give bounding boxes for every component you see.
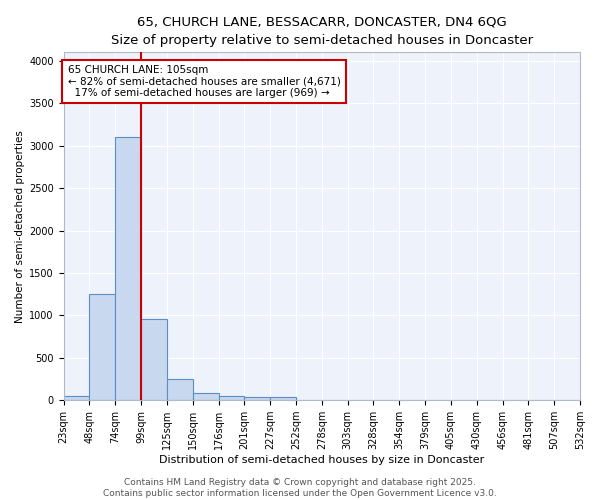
Bar: [167, 379, 193, 400]
Bar: [193, 394, 218, 400]
Y-axis label: Number of semi-detached properties: Number of semi-detached properties: [15, 130, 25, 322]
Bar: [244, 397, 270, 400]
Text: 65 CHURCH LANE: 105sqm
← 82% of semi-detached houses are smaller (4,671)
  17% o: 65 CHURCH LANE: 105sqm ← 82% of semi-det…: [68, 65, 340, 98]
X-axis label: Distribution of semi-detached houses by size in Doncaster: Distribution of semi-detached houses by …: [159, 455, 484, 465]
Bar: [270, 397, 296, 400]
Title: 65, CHURCH LANE, BESSACARR, DONCASTER, DN4 6QG
Size of property relative to semi: 65, CHURCH LANE, BESSACARR, DONCASTER, D…: [111, 15, 533, 47]
Text: Contains HM Land Registry data © Crown copyright and database right 2025.
Contai: Contains HM Land Registry data © Crown c…: [103, 478, 497, 498]
Bar: [64, 396, 89, 400]
Bar: [141, 319, 167, 400]
Bar: [115, 137, 141, 400]
Bar: [218, 396, 244, 400]
Bar: [89, 294, 115, 400]
